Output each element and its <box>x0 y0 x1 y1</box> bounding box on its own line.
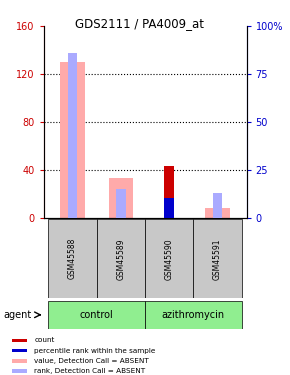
Bar <box>48 301 145 329</box>
Text: count: count <box>35 338 55 344</box>
Text: azithromycin: azithromycin <box>162 310 225 320</box>
Text: GDS2111 / PA4009_at: GDS2111 / PA4009_at <box>75 17 204 30</box>
Bar <box>145 301 242 329</box>
Bar <box>205 208 230 218</box>
Bar <box>12 369 27 373</box>
Text: rank, Detection Call = ABSENT: rank, Detection Call = ABSENT <box>35 368 146 374</box>
Bar <box>109 178 133 218</box>
Bar <box>48 219 97 298</box>
Text: agent: agent <box>3 310 31 320</box>
Bar <box>145 219 193 298</box>
Text: GSM45589: GSM45589 <box>116 238 125 279</box>
Bar <box>12 349 27 352</box>
Text: percentile rank within the sample: percentile rank within the sample <box>35 348 156 354</box>
Bar <box>12 339 27 342</box>
Bar <box>164 166 174 218</box>
Text: value, Detection Call = ABSENT: value, Detection Call = ABSENT <box>35 358 149 364</box>
Bar <box>193 219 242 298</box>
Bar <box>116 189 126 217</box>
Bar <box>213 193 222 217</box>
Bar <box>68 53 77 217</box>
Text: GSM45591: GSM45591 <box>213 238 222 279</box>
Bar <box>60 62 85 217</box>
Text: GSM45590: GSM45590 <box>165 238 174 280</box>
Bar <box>97 219 145 298</box>
Bar <box>164 198 174 217</box>
Text: control: control <box>80 310 114 320</box>
Bar <box>12 359 27 363</box>
Text: GSM45588: GSM45588 <box>68 238 77 279</box>
